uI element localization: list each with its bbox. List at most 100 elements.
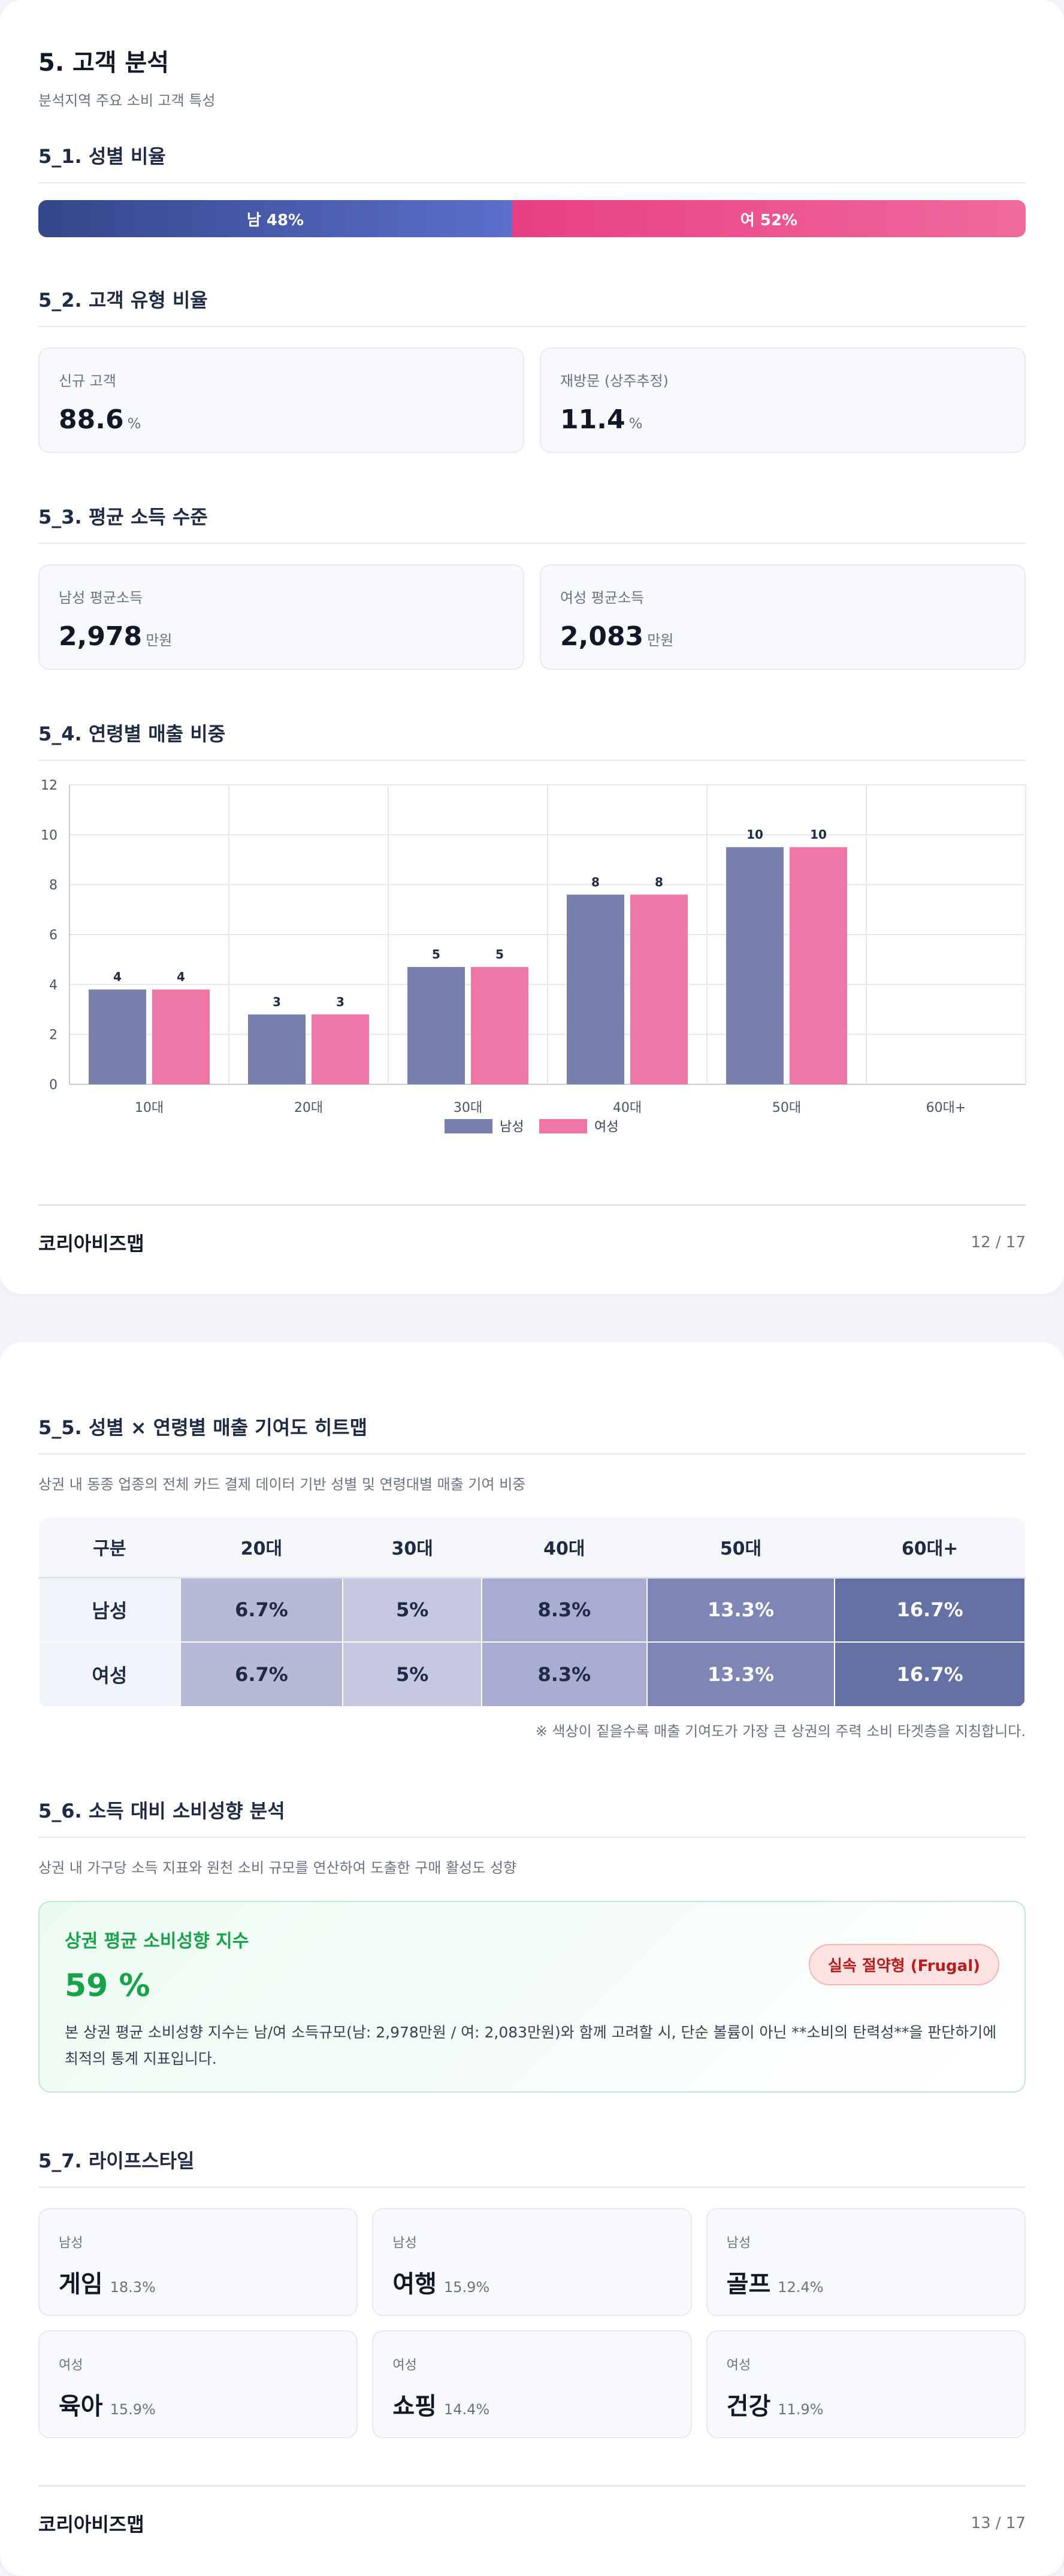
- section-description: 상권 내 가구당 소득 지표와 원천 소비 규모를 연산하여 도출한 구매 활성…: [38, 1860, 517, 1876]
- lifestyle-card: 여성 육아 15.9%: [38, 2330, 358, 2438]
- x-tick-label: 20대: [294, 1100, 323, 1115]
- lifestyle-card: 여성 건강 11.9%: [706, 2330, 1026, 2438]
- y-tick-label: 8: [49, 878, 58, 893]
- card-label: 신규 고객: [59, 373, 116, 389]
- lifestyle-pct: 14.4%: [443, 2401, 490, 2418]
- card-unit: 만원: [647, 632, 674, 649]
- heatmap-cell: 16.7%: [834, 1577, 1026, 1643]
- data-label: 8: [591, 875, 600, 889]
- page-footer: 코리아비즈맵 12 / 17: [38, 1204, 1026, 1256]
- card-label: 재방문 (상주추정): [560, 373, 669, 389]
- card-unit: %: [127, 415, 141, 432]
- section-heading: 5_6. 소득 대비 소비성향 분석: [38, 1796, 1026, 1838]
- legend-swatch: [539, 1119, 587, 1133]
- female-ratio-segment: 여 52%: [512, 200, 1026, 237]
- lifestyle-pct: 12.4%: [778, 2279, 824, 2296]
- heatmap-header: 60대+: [835, 1517, 1025, 1579]
- brand-name: 코리아비즈맵: [38, 1232, 144, 1255]
- bar-male: [248, 1014, 306, 1084]
- section-description: 상권 내 동종 업종의 전체 카드 결제 데이터 기반 성별 및 연령대별 매출…: [38, 1476, 526, 1493]
- lifestyle-name: 골프: [726, 2270, 771, 2298]
- bar-male: [726, 847, 784, 1084]
- age-sales-section: 5_4. 연령별 매출 비중: [38, 719, 1026, 761]
- lifestyle-pct: 11.9%: [778, 2401, 824, 2418]
- lifestyle-card: 남성 게임 18.3%: [38, 2208, 358, 2316]
- lifestyle-gender: 남성: [392, 2236, 417, 2251]
- heatmap-cell: 5%: [342, 1577, 482, 1643]
- brand-name: 코리아비즈맵: [38, 2513, 144, 2536]
- propensity-section: 5_6. 소득 대비 소비성향 분석 상권 내 가구당 소득 지표와 원천 소비…: [38, 1796, 1026, 2093]
- card-unit: %: [628, 415, 643, 432]
- lifestyle-name: 게임: [59, 2270, 103, 2298]
- report-page-12: 5. 고객 분석 분석지역 주요 소비 고객 특성 5_1. 성별 비율 남 4…: [0, 0, 1064, 1294]
- lifestyle-name: 육아: [59, 2393, 103, 2420]
- lifestyle-card: 남성 여행 15.9%: [372, 2208, 692, 2316]
- card-label: 남성 평균소득: [59, 589, 143, 606]
- propensity-type-badge: 실속 절약형 (Frugal): [809, 1944, 999, 1985]
- bar-female: [152, 989, 210, 1084]
- heatmap-header: 구분: [39, 1517, 180, 1579]
- lifestyle-section: 5_7. 라이프스타일 남성 게임 18.3% 남성 여행 15.9% 남성 골프 1…: [38, 2146, 1026, 2438]
- data-label: 5: [495, 947, 504, 962]
- returning-customer-card: 재방문 (상주추정) 11.4%: [540, 347, 1026, 453]
- index-description: 본 상권 평균 소비성향 지수는 남/여 소득규모(남: 2,978만원 / 여…: [65, 2024, 997, 2067]
- lifestyle-name: 쇼핑: [392, 2393, 437, 2420]
- card-label: 여성 평균소득: [560, 589, 645, 606]
- x-tick-label: 50대: [772, 1100, 801, 1115]
- lifestyle-card: 남성 골프 12.4%: [706, 2208, 1026, 2316]
- card-value: 88.6: [59, 404, 124, 435]
- card-unit: 만원: [146, 632, 173, 649]
- page-subtitle: 분석지역 주요 소비 고객 특성: [38, 92, 216, 109]
- page-number: 13 / 17: [971, 2514, 1026, 2532]
- bar-male: [89, 989, 146, 1084]
- data-label: 3: [336, 994, 344, 1009]
- page-footer: 코리아비즈맵 13 / 17: [38, 2485, 1026, 2537]
- heatmap-cell: 5%: [342, 1641, 482, 1707]
- heatmap-row-label: 여성: [38, 1641, 181, 1707]
- data-label: 4: [113, 970, 122, 984]
- page-title: 5. 고객 분석: [38, 49, 170, 77]
- heatmap-cell: 6.7%: [179, 1641, 344, 1707]
- heatmap-cell: 8.3%: [481, 1577, 648, 1643]
- new-customer-card: 신규 고객 88.6%: [38, 347, 524, 453]
- gender-section: 5_1. 성별 비율 남 48% 여 52%: [38, 141, 1026, 237]
- lifestyle-name: 건강: [726, 2393, 771, 2420]
- heatmap-table: 구분 20대 30대 40대 50대 60대+ 남성 6.7% 5% 8.3% …: [38, 1517, 1026, 1707]
- legend-label: 남성: [500, 1120, 524, 1135]
- y-tick-label: 6: [49, 928, 58, 943]
- lifestyle-pct: 15.9%: [110, 2401, 156, 2418]
- lifestyle-pct: 18.3%: [110, 2279, 156, 2296]
- income-section: 5_3. 평균 소득 수준 남성 평균소득 2,978 만원 여성 평균소득 2,…: [38, 502, 1026, 670]
- heatmap-cell: 13.3%: [646, 1641, 836, 1707]
- heatmap-row-label: 남성: [38, 1577, 181, 1643]
- y-tick-label: 0: [49, 1078, 58, 1093]
- bar-male: [567, 894, 624, 1084]
- section-heading: 5_1. 성별 비율: [38, 141, 1026, 183]
- data-label: 5: [432, 947, 440, 962]
- bar-female: [630, 894, 688, 1084]
- female-income-card: 여성 평균소득 2,083 만원: [540, 564, 1026, 670]
- data-label: 3: [273, 994, 281, 1009]
- lifestyle-name: 여행: [392, 2270, 437, 2298]
- lifestyle-gender: 여성: [392, 2358, 417, 2373]
- y-tick-label: 4: [49, 978, 58, 993]
- heatmap-header-row: 구분 20대 30대 40대 50대 60대+: [39, 1517, 1025, 1579]
- propensity-index-card: 상권 평균 소비성향 지수 59 % 실속 절약형 (Frugal) 본 상권 …: [38, 1901, 1026, 2093]
- y-tick-label: 10: [41, 828, 58, 843]
- male-income-card: 남성 평균소득 2,978 만원: [38, 564, 524, 670]
- data-label: 10: [810, 827, 827, 842]
- data-label: 10: [746, 827, 763, 842]
- lifestyle-gender: 여성: [59, 2358, 83, 2373]
- lifestyle-gender: 남성: [726, 2236, 751, 2251]
- legend-swatch: [445, 1119, 492, 1133]
- data-label: 8: [655, 875, 663, 889]
- section-heading: 5_3. 평균 소득 수준: [38, 502, 1026, 544]
- customer-type-section: 5_2. 고객 유형 비율 신규 고객 88.6% 재방문 (상주추정) 11.…: [38, 285, 1026, 453]
- heatmap-header: 40대: [482, 1517, 647, 1579]
- heatmap-row-male: 남성 6.7% 5% 8.3% 13.3% 16.7%: [38, 1577, 1026, 1643]
- age-sales-bar-chart: 0 2 4 6 8 10 12 4 4 10대 3 3 20대 5 5 30대 8 8 40대 10 10 50대 60대+…: [41, 778, 1026, 1135]
- lifestyle-gender: 남성: [59, 2236, 83, 2251]
- heatmap-header: 20대: [180, 1517, 343, 1579]
- page-header: 5. 고객 분석 분석지역 주요 소비 고객 특성: [38, 43, 1026, 110]
- page-number: 12 / 17: [971, 1233, 1026, 1251]
